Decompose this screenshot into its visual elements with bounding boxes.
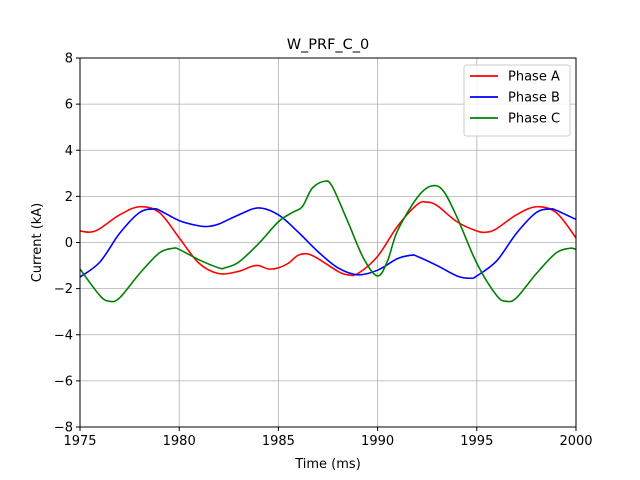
legend-label-phase-c: Phase C [508, 112, 560, 127]
x-tick-label: 1990 [361, 434, 394, 449]
x-tick-label: 1980 [163, 434, 196, 449]
y-tick-label: 2 [65, 190, 73, 205]
y-tick-label: 6 [65, 98, 73, 113]
y-tick-label: −8 [54, 421, 73, 436]
chart-title: W_PRF_C_0 [287, 37, 370, 53]
y-tick-label: 8 [65, 52, 73, 67]
y-tick-label: −4 [54, 328, 73, 343]
y-tick-label: −2 [54, 282, 73, 297]
x-tick-label: 1975 [63, 434, 96, 449]
series-line-phase-c [80, 180, 576, 303]
series-line-phase-b [80, 207, 576, 280]
x-tick-label: 2000 [559, 434, 592, 449]
x-tick-label: 1995 [460, 434, 493, 449]
y-axis-label: Current (kA) [30, 203, 45, 283]
y-tick-label: −6 [54, 374, 73, 389]
legend-label-phase-a: Phase A [508, 70, 560, 85]
ticks: 1975 1980 1985 1990 1995 2000 −8 −6 −4 −2 0 2 4 6 8 [54, 52, 593, 450]
x-axis-label: Time (ms) [294, 457, 361, 472]
series-line-phase-a [80, 200, 576, 277]
legend: Phase A Phase B Phase C [463, 64, 571, 137]
legend-label-phase-b: Phase B [508, 91, 560, 106]
series-layer [80, 180, 576, 303]
y-tick-label: 4 [65, 144, 73, 159]
x-tick-label: 1985 [262, 434, 295, 449]
y-tick-label: 0 [65, 236, 73, 251]
